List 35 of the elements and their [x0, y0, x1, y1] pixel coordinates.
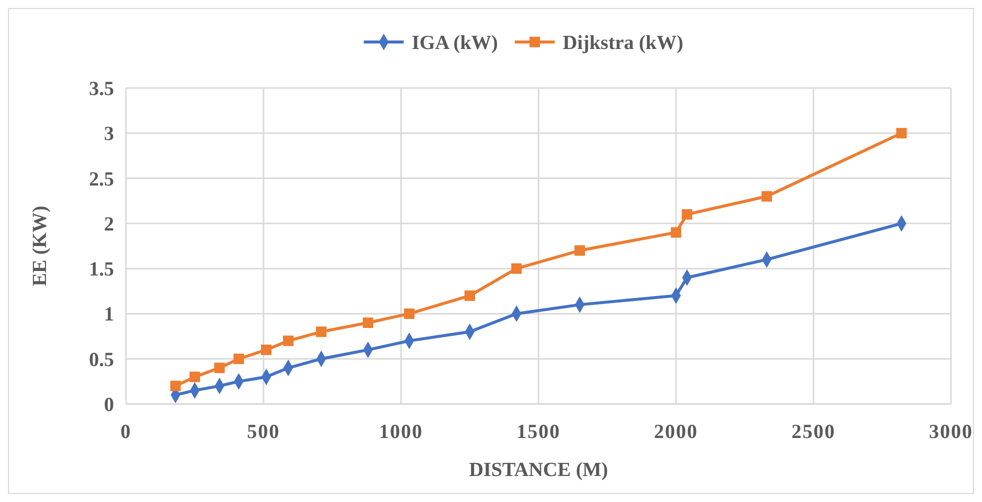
- x-tick-label: 1000: [379, 421, 423, 443]
- y-tick-label: 3: [104, 123, 114, 146]
- x-tick-label: 1500: [516, 421, 560, 443]
- y-tick-label: 1.5: [89, 258, 114, 281]
- x-axis-title: DISTANCE (M): [468, 459, 608, 481]
- x-tick-label: 3000: [929, 421, 973, 443]
- point: [511, 263, 522, 274]
- point: [190, 372, 200, 382]
- point: [404, 308, 414, 319]
- point: [464, 290, 475, 301]
- point: [682, 209, 692, 220]
- y-tick-label: 0.5: [89, 348, 114, 371]
- point: [170, 380, 181, 392]
- point: [896, 128, 907, 138]
- legend-label: IGA (kW): [412, 32, 498, 54]
- y-tick-label: 3.5: [89, 78, 114, 100]
- x-tick-label: 2000: [654, 421, 698, 443]
- y-tick-label: 2: [104, 213, 114, 236]
- y-tick-label: 1: [104, 304, 114, 326]
- point: [574, 245, 585, 256]
- y-axis-title: EE (KW): [29, 206, 51, 286]
- point: [762, 191, 772, 202]
- point: [214, 362, 225, 374]
- point: [670, 227, 682, 238]
- x-tick-label: 0: [120, 421, 132, 443]
- point: [261, 344, 272, 356]
- legend-label: Dijkstra (kW): [562, 32, 684, 54]
- point: [283, 336, 294, 346]
- y-tick-label: 0: [104, 394, 114, 416]
- point: [234, 354, 244, 364]
- point: [362, 318, 374, 328]
- x-tick-label: 500: [247, 421, 280, 443]
- y-tick-label: 2.5: [89, 168, 114, 190]
- point: [316, 326, 326, 338]
- x-tick-label: 2500: [792, 421, 836, 443]
